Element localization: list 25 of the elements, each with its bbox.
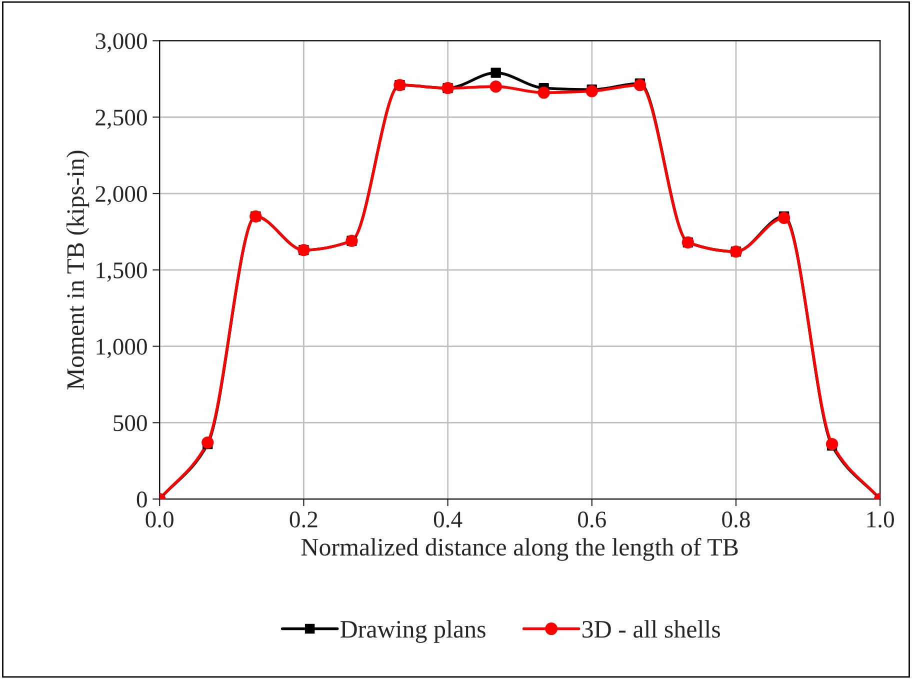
point [202, 436, 214, 449]
y-tick-label: 1,000 [96, 338, 147, 358]
x-axis-title: Normalized distance along the length of TB [301, 538, 738, 561]
y-tick-label: 1,500 [96, 262, 147, 282]
y-tick-label: 3,000 [96, 33, 147, 53]
x-tick-label: 0.8 [722, 512, 750, 528]
point [826, 438, 838, 450]
point [538, 86, 550, 99]
point [490, 68, 501, 78]
legend-label: Drawing plans [340, 620, 486, 643]
point [778, 212, 790, 224]
x-tick-label: 0.0 [146, 512, 174, 528]
point [634, 78, 646, 92]
y-tick-label: 2,500 [96, 110, 147, 129]
y-tick-label: 2,000 [96, 186, 147, 206]
x-tick-label: 1.0 [867, 512, 894, 528]
point [586, 85, 598, 98]
y-axis-title: Moment in TB (kips-in) [66, 150, 90, 390]
x-tick-label: 0.6 [578, 512, 606, 528]
y-tick-label: 500 [114, 415, 147, 432]
point [490, 80, 502, 93]
y-tick-label: 0 [136, 492, 147, 508]
x-tick-label: 0.2 [290, 512, 318, 528]
legend-label: 3D - all shells [582, 620, 720, 638]
x-tick-label: 0.4 [434, 512, 462, 528]
